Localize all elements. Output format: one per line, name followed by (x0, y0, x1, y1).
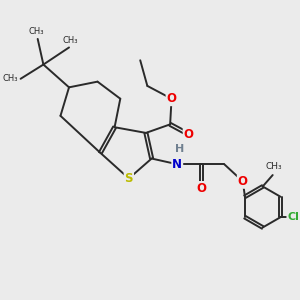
Text: O: O (238, 175, 248, 188)
Text: S: S (124, 172, 133, 185)
Text: CH₃: CH₃ (28, 27, 44, 36)
Text: O: O (167, 92, 177, 105)
Text: N: N (172, 158, 182, 171)
Text: H: H (176, 144, 185, 154)
Text: O: O (196, 182, 206, 195)
Text: CH₃: CH₃ (266, 162, 282, 171)
Text: Cl: Cl (287, 212, 299, 222)
Text: O: O (184, 128, 194, 141)
Text: CH₃: CH₃ (2, 74, 18, 83)
Text: CH₃: CH₃ (63, 36, 78, 45)
